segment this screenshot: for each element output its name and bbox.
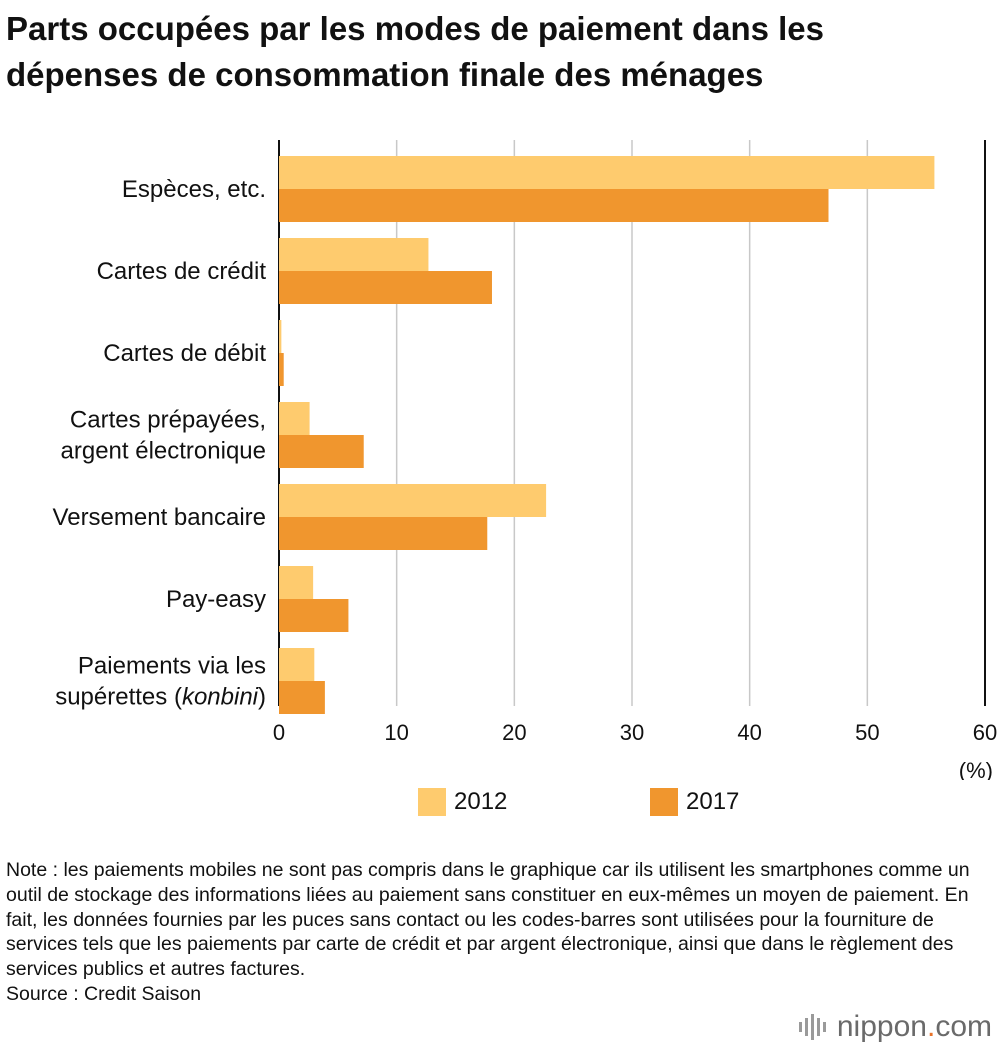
bar-2012-4 — [279, 484, 547, 517]
bar-2017-6 — [279, 681, 325, 714]
category-label-0: Espèces, etc. — [122, 176, 266, 203]
logo-bars-icon — [798, 1014, 829, 1040]
bar-2012-5 — [279, 566, 314, 599]
x-tick-label-10: 10 — [384, 720, 408, 745]
x-axis-unit-label: (%) — [959, 758, 993, 780]
logo-name: nippon — [836, 1010, 927, 1043]
x-tick-label-60: 60 — [973, 720, 997, 745]
bar-2017-2 — [279, 353, 284, 386]
bar-chart: 0 10 20 30 40 50 60 (%) Espèces, etc. Cartes de … — [53, 140, 997, 780]
x-tick-label-0: 0 — [273, 720, 285, 745]
chart-title-line2: dépenses de consommation finale des ména… — [6, 56, 764, 93]
chart-title: Parts occupées par les modes de paiement… — [6, 6, 996, 98]
logo-dot: . — [926, 1010, 936, 1043]
category-label-1: Cartes de crédit — [97, 258, 267, 285]
source-text: Source : Credit Saison — [6, 982, 202, 1005]
legend-item-2017: 2017 — [650, 788, 739, 816]
bar-2012-3 — [279, 402, 310, 435]
category-label-5: Pay-easy — [166, 586, 266, 613]
footnote: Note : les paiements mobiles ne sont pas… — [6, 858, 994, 1007]
bar-2012-2 — [279, 320, 282, 353]
category-label-4: Versement bancaire — [53, 504, 266, 531]
bar-2012-0 — [279, 156, 935, 189]
legend-item-2012: 2012 — [418, 788, 507, 816]
logo-domain: com — [935, 1010, 992, 1043]
note-text: Note : les paiements mobiles ne sont pas… — [6, 859, 970, 981]
nippon-logo: nippon. com — [798, 1010, 992, 1044]
category-label-6: Paiements via les supérettes (konbini) — [55, 653, 266, 711]
x-tick-label-30: 30 — [620, 720, 644, 745]
x-tick-label-40: 40 — [737, 720, 761, 745]
bar-2017-1 — [279, 271, 492, 304]
x-tick-label-20: 20 — [502, 720, 526, 745]
bar-2012-1 — [279, 238, 429, 271]
legend-swatch-2017 — [650, 788, 678, 816]
bar-2017-4 — [279, 517, 488, 550]
legend-label-2017: 2017 — [686, 788, 740, 815]
bar-2017-3 — [279, 435, 364, 468]
bar-2017-5 — [279, 599, 349, 632]
legend-swatch-2012 — [418, 788, 446, 816]
bar-2012-6 — [279, 648, 315, 681]
chart-title-line1: Parts occupées par les modes de paiement… — [6, 10, 825, 47]
bar-2017-0 — [279, 189, 829, 222]
x-tick-label-50: 50 — [855, 720, 879, 745]
legend-label-2012: 2012 — [454, 788, 508, 815]
category-label-3: Cartes prépayées, argent électronique — [61, 407, 266, 465]
category-label-2: Cartes de débit — [103, 340, 266, 367]
